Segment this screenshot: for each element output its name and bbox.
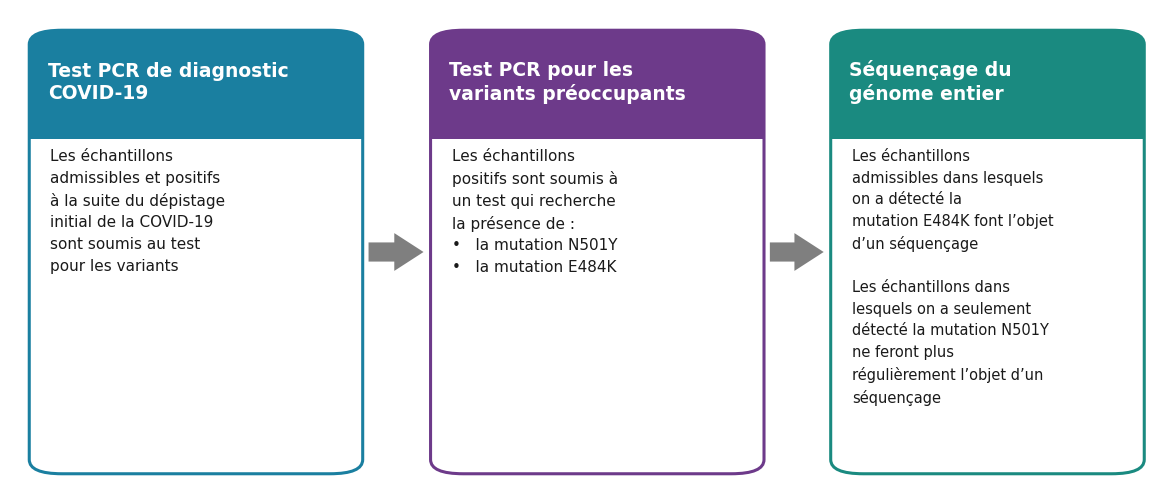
Text: Les échantillons
admissibles dans lesquels
on a détecté la
mutation E484K font l: Les échantillons admissibles dans lesque… [852,149,1053,406]
Text: Les échantillons
admissibles et positifs
à la suite du dépistage
initial de la C: Les échantillons admissibles et positifs… [50,149,226,274]
Text: Test PCR de diagnostic
COVID-19: Test PCR de diagnostic COVID-19 [48,61,289,103]
Bar [831,90,1144,139]
FancyBboxPatch shape [431,30,764,474]
FancyBboxPatch shape [29,30,363,474]
FancyBboxPatch shape [431,30,764,139]
Polygon shape [369,233,424,271]
FancyBboxPatch shape [831,30,1144,139]
Text: Séquençage du
génome entier: Séquençage du génome entier [849,60,1012,104]
Bar [29,90,363,139]
Text: Les échantillons
positifs sont soumis à
un test qui recherche
la présence de :
•: Les échantillons positifs sont soumis à … [452,149,618,275]
Text: Test PCR pour les
variants préoccupants: Test PCR pour les variants préoccupants [449,61,686,104]
Bar [431,90,764,139]
FancyBboxPatch shape [831,30,1144,474]
FancyBboxPatch shape [29,30,363,139]
Polygon shape [770,233,824,271]
